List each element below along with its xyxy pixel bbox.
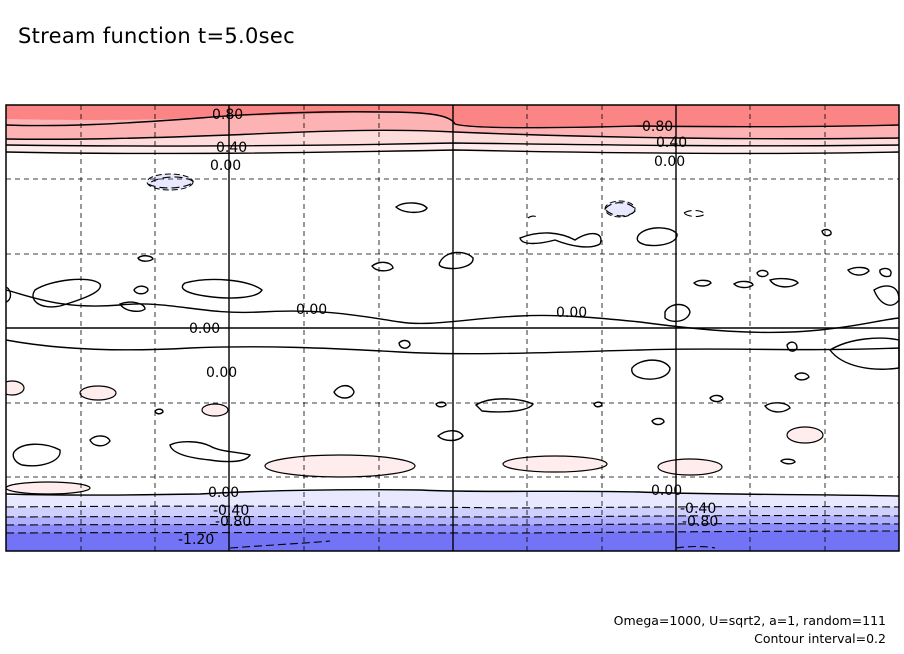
contour-label: 0.00 [556,305,587,321]
contour-label: -0.80 [215,514,251,530]
contour-label: 0.00 [210,158,241,174]
contour-label: 0.00 [654,154,685,170]
major-grid-lines [6,105,899,551]
patch-positive [79,385,117,401]
patch-positive [657,458,723,476]
grid-lines [6,105,899,551]
patch-positive [786,426,824,444]
patch-positive [6,481,91,495]
contour-labels: 0.800.400.000.800.400.000.000.000.000.00… [178,107,718,548]
contour-label: 0.00 [189,321,220,337]
patch-negative [146,173,194,191]
contour-label: 0.00 [206,365,237,381]
contour-label: -0.80 [682,514,718,530]
patch-positive [6,380,25,396]
contour-label: 0.80 [212,107,243,123]
contour-label: 0.80 [642,119,673,135]
contour-label: -0.40 [213,503,249,519]
contour-interval-note: Contour interval=0.2 [754,631,886,646]
plot-frame [5,104,900,552]
negative-contours [5,176,900,549]
contour-label: 0.00 [651,483,682,499]
chart-title: Stream function t=5.0sec [18,24,295,48]
contour-label: 0.40 [656,135,687,151]
patch-positive [201,403,229,417]
contour-label: 0.00 [208,485,239,501]
contour-label: 0.00 [296,302,327,318]
contour-label: -1.20 [178,532,214,548]
contour-lines [5,111,900,497]
parameters-note: Omega=1000, U=sqrt2, a=1, random=111 [613,613,886,628]
patch-positive [502,455,608,473]
contour-label: 0.40 [216,140,247,156]
contour-label: -0.40 [680,501,716,517]
patch-positive [264,454,416,478]
